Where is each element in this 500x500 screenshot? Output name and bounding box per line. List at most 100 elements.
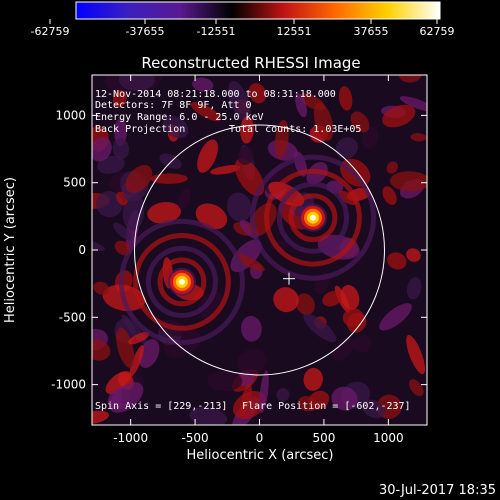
heatmap-blob [118, 75, 155, 92]
sidelobe-ring [264, 168, 362, 267]
heatmap-blob [228, 80, 251, 122]
heatmap-blob [406, 248, 421, 262]
heatmap-blob [92, 410, 110, 425]
heatmap-blob [406, 277, 422, 300]
heatmap-blob [92, 339, 111, 361]
detectors-text: Detectors: 7F 8F 9F, Att 0 [95, 100, 252, 111]
colorbar-tick-label: 62759 [420, 25, 455, 38]
heatmap-blob [237, 349, 267, 375]
heatmap-blob [410, 133, 427, 142]
heatmap-blob [406, 334, 425, 375]
heatmap-blob [274, 119, 289, 159]
colorbar-ticks [49, 19, 438, 24]
sidelobe-ring [118, 218, 245, 345]
heatmap-blob [361, 399, 386, 419]
flare-position-text: Flare Position = [-602,-237] [242, 401, 411, 412]
heatmap-blob [116, 327, 135, 368]
y-axis-label: Heliocentric Y (arcsec) [3, 177, 18, 323]
total-counts-text: Total counts: 1.03E+05 [229, 124, 361, 135]
heatmap-blob [190, 102, 221, 122]
heatmap-blob [295, 93, 307, 118]
sidelobe-ring [249, 154, 377, 281]
heatmap-blob [350, 111, 370, 133]
heatmap-blob [95, 191, 123, 218]
axis-ticks [92, 75, 427, 425]
heatmap-blob [237, 146, 254, 165]
y-tick-label: -500 [59, 310, 86, 324]
y-tick-labels: -1000 -500 0 500 1000 [51, 108, 86, 391]
sidelobe-ring [157, 257, 207, 307]
x-tick-labels: -1000 -500 0 500 1000 [113, 431, 403, 445]
colorbar [75, 1, 441, 20]
heatmap-blob [112, 138, 130, 160]
heatmap-blob [240, 116, 254, 144]
heatmap-blob [313, 102, 334, 141]
y-tick-label: -1000 [51, 378, 86, 392]
heatmap-pattern [92, 75, 427, 425]
heatmap-blob [338, 86, 353, 111]
info-annotations: 12-Nov-2014 08:21:18.000 to 08:31:18.000… [95, 89, 411, 412]
spin-axis-cross-marker [283, 272, 296, 285]
heatmap-blob [112, 90, 127, 108]
heatmap-blob [147, 201, 181, 224]
heatmap-blob [92, 137, 112, 162]
heatmap-blob [352, 335, 372, 353]
colorbar-tick-label: -12551 [197, 25, 236, 38]
heatmap-blob [125, 165, 153, 193]
x-tick-label: 500 [312, 431, 335, 445]
heatmap-blob [295, 293, 315, 315]
heatmap-blob [234, 158, 265, 196]
x-tick-label: 0 [256, 431, 264, 445]
heatmap-blob [234, 253, 265, 272]
heatmap-blob [409, 379, 424, 397]
heatmap-blob [386, 161, 398, 174]
flare-source [178, 278, 185, 285]
heatmap-blob [189, 407, 228, 425]
heatmap-blob [192, 77, 214, 92]
image-layer [92, 75, 427, 425]
colorbar-tick-labels: -62759 -37655 -12551 12551 37655 62759 [31, 25, 455, 38]
heatmap-blob [332, 336, 355, 361]
heatmap-blob [342, 308, 364, 327]
heatmap-blob [382, 104, 416, 128]
y-tick-label: 1000 [55, 108, 86, 122]
heatmap-blob [389, 171, 427, 192]
heatmap-blob [331, 386, 358, 411]
energy-range-text: Energy Range: 6.0 - 25.0 keV [95, 112, 264, 123]
sidelobe-ring [288, 193, 338, 243]
heatmap-blob [150, 173, 188, 184]
x-axis-label: Heliocentric X (arcsec) [187, 448, 334, 463]
time-range-text: 12-Nov-2014 08:21:18.000 to 08:31:18.000 [95, 89, 336, 100]
heatmap-blob [399, 75, 422, 83]
heatmap-blob [122, 192, 145, 231]
colorbar-tick-label: -37655 [126, 25, 165, 38]
colorbar-tick-label: -62759 [31, 25, 70, 38]
heatmap-blob [340, 284, 360, 310]
sidelobe-ring [276, 181, 349, 254]
heatmap-blob [93, 281, 110, 295]
method-text: Back Projection [95, 124, 185, 135]
heatmap-blob [335, 137, 358, 159]
heatmap-blob [128, 331, 150, 345]
flare-sources [169, 205, 325, 294]
heatmap-blob [382, 186, 397, 205]
solar-limb-circle [134, 124, 385, 376]
flare-source [309, 214, 316, 221]
heatmap-blob [210, 165, 241, 175]
y-tick-label: 0 [78, 243, 86, 257]
heatmap-blob [129, 345, 144, 377]
heatmap-blob [197, 139, 218, 173]
heatmap-blob [240, 315, 262, 342]
heatmap-blob [178, 187, 191, 210]
heatmap-blob [109, 382, 144, 413]
heatmap-blob [303, 367, 323, 391]
heatmap-blob [322, 290, 343, 307]
heatmap-blob [273, 287, 299, 313]
heatmap-blob [207, 370, 243, 392]
spin-axis-text: Spin Axis = [229,-213] [95, 401, 227, 412]
x-tick-label: 1000 [373, 431, 404, 445]
footer-timestamp: 30-Jul-2017 18:35 [379, 483, 496, 498]
sidelobe-ring [133, 233, 231, 331]
heatmap-blob [113, 222, 133, 241]
